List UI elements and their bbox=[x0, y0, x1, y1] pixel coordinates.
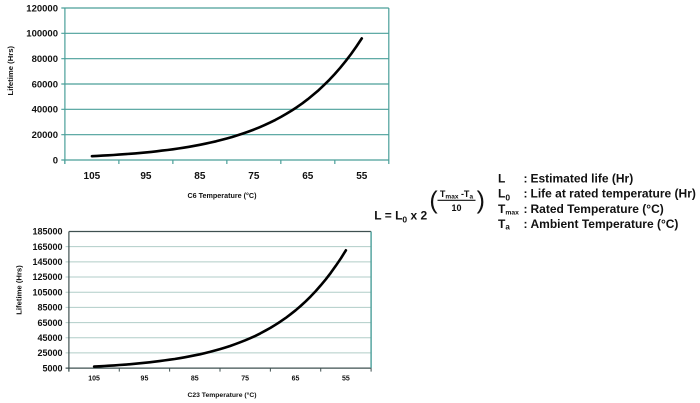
svg-text:0: 0 bbox=[53, 155, 58, 166]
svg-text:(: ( bbox=[429, 186, 438, 214]
svg-text:Tmax -Ta: Tmax -Ta bbox=[440, 189, 474, 200]
svg-text:165000: 165000 bbox=[32, 242, 62, 252]
svg-text:C6 Temperature (°C): C6 Temperature (°C) bbox=[187, 191, 257, 200]
svg-text:85: 85 bbox=[191, 376, 199, 383]
svg-text::: : bbox=[524, 202, 528, 216]
svg-text:Rated Temperature (°C): Rated Temperature (°C) bbox=[531, 202, 664, 216]
svg-text:C23 Temperature (°C): C23 Temperature (°C) bbox=[187, 391, 256, 399]
svg-text:20000: 20000 bbox=[32, 130, 58, 141]
svg-text:Life at rated temperature (Hr): Life at rated temperature (Hr) bbox=[531, 187, 696, 201]
svg-text:85000: 85000 bbox=[37, 303, 62, 313]
svg-text:60000: 60000 bbox=[32, 79, 58, 90]
svg-text:5000: 5000 bbox=[42, 363, 62, 373]
svg-text:55: 55 bbox=[342, 376, 350, 383]
svg-text:40000: 40000 bbox=[32, 105, 58, 116]
svg-text:55: 55 bbox=[356, 171, 368, 182]
svg-text:120000: 120000 bbox=[26, 3, 58, 14]
svg-text:75: 75 bbox=[248, 171, 260, 182]
svg-text:Estimated life (Hr): Estimated life (Hr) bbox=[531, 171, 634, 185]
svg-text:125000: 125000 bbox=[32, 272, 62, 282]
svg-text::: : bbox=[524, 217, 528, 231]
svg-text:10: 10 bbox=[451, 203, 461, 213]
svg-text:25000: 25000 bbox=[37, 348, 62, 358]
svg-text::: : bbox=[524, 171, 528, 185]
svg-text:95: 95 bbox=[141, 376, 149, 383]
svg-text:65: 65 bbox=[292, 376, 300, 383]
svg-text:95: 95 bbox=[140, 171, 152, 182]
svg-text:Lifetime (Hrs): Lifetime (Hrs) bbox=[6, 45, 15, 95]
svg-text:105: 105 bbox=[88, 376, 100, 383]
svg-text:100000: 100000 bbox=[26, 29, 58, 40]
svg-text:145000: 145000 bbox=[32, 257, 62, 267]
svg-text:L: L bbox=[498, 171, 505, 185]
svg-text:Lifetime (Hrs): Lifetime (Hrs) bbox=[15, 265, 24, 315]
svg-text:80000: 80000 bbox=[32, 54, 58, 65]
svg-text:65000: 65000 bbox=[37, 318, 62, 328]
svg-text:45000: 45000 bbox=[37, 333, 62, 343]
svg-text:105000: 105000 bbox=[32, 287, 62, 297]
svg-text:75: 75 bbox=[241, 376, 249, 383]
svg-text::: : bbox=[524, 187, 528, 201]
svg-text:): ) bbox=[477, 186, 485, 214]
svg-text:Ambient Temperature (°C): Ambient Temperature (°C) bbox=[531, 217, 679, 231]
svg-text:185000: 185000 bbox=[32, 227, 62, 237]
svg-text:105: 105 bbox=[84, 171, 101, 182]
svg-text:65: 65 bbox=[302, 171, 314, 182]
svg-text:L = L0 x 2: L = L0 x 2 bbox=[374, 209, 427, 225]
svg-text:85: 85 bbox=[194, 171, 206, 182]
